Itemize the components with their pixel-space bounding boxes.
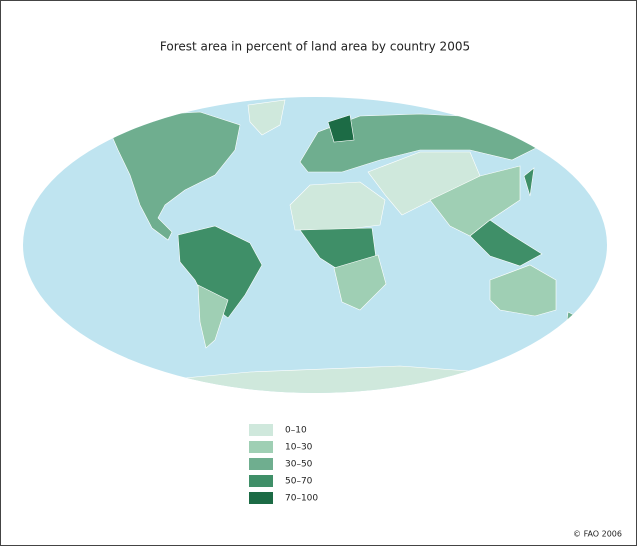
south-east-asia [429,165,521,237]
greenland [247,99,286,136]
legend-label: 10–30 [285,443,313,453]
legend: 0–10 10–30 30–50 50–70 70–100 [249,424,318,504]
world-map [104,99,581,393]
legend-swatch [249,424,273,436]
legend-label: 70–100 [285,494,318,504]
legend-label: 30–50 [285,460,313,470]
japan [523,167,535,197]
southern-cone [197,284,229,349]
southern-africa [333,254,387,311]
indochina-indonesia [469,219,543,267]
australia [489,264,557,317]
map-title: Forest area in percent of land area by c… [160,40,470,54]
north-america [104,111,241,241]
south-america [177,225,263,319]
legend-swatch [249,475,273,487]
credit: © FAO 2006 [573,530,622,539]
legend-label: 50–70 [285,477,313,487]
legend-swatch [249,441,273,453]
legend-label: 0–10 [285,426,307,436]
legend-swatch [249,492,273,504]
scandinavia [327,114,355,143]
europe-russia [299,113,543,173]
legend-swatch [249,458,273,470]
